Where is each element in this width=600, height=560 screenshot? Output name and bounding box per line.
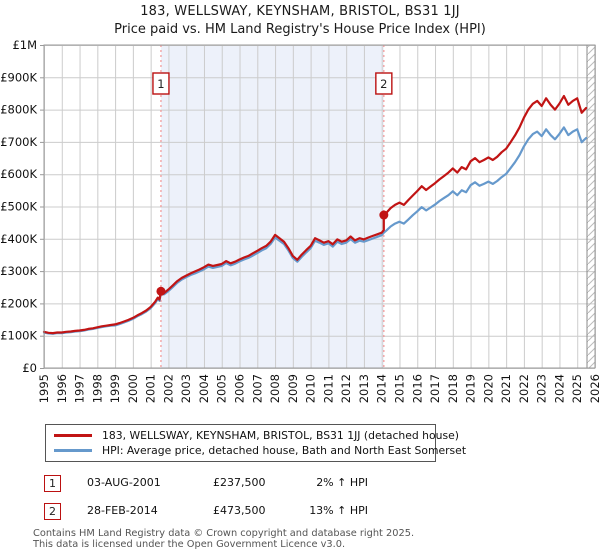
x-axis-label: 2006 [233,374,247,403]
x-axis-label: 2016 [410,374,424,403]
x-axis-label: 2021 [499,374,513,403]
gridlines [44,45,596,369]
sale-2-marker-box [375,72,393,95]
x-axis-label: 2023 [535,374,549,403]
property-line [42,94,588,335]
y-axis-label: £600K [0,167,37,181]
x-axis-label: 2022 [517,374,531,403]
page-subtitle: Price paid vs. HM Land Registry's House … [114,22,486,37]
footer-line-2: This data is licensed under the Open Gov… [33,539,346,550]
sale-1-point [156,286,166,296]
x-axis-label: 2011 [321,374,335,403]
x-axis-label: 2001 [144,374,158,403]
chart-legend: 183, WELLSWAY, KEYNSHAM, BRISTOL, BS31 1… [45,424,466,462]
x-axis-label: 2008 [268,374,282,403]
legend-label-property: 183, WELLSWAY, KEYNSHAM, BRISTOL, BS31 1… [102,428,459,442]
sale-2-point [379,210,389,220]
x-axis-label: 2005 [215,374,229,403]
x-axis-label: 2018 [446,374,460,403]
x-axis-label: 2025 [570,374,584,403]
price-chart: 1 2 £0 £100K £200K £300K £400K £500K £600K £700K £… [0,40,600,403]
legend-item-hpi: HPI: Average price, detached house, Bath… [46,443,466,458]
y-axis-label: £500K [0,200,37,214]
sale-2-marker-number: 2 [380,77,387,91]
sale-1-marker-number: 1 [157,77,164,91]
hpi-line-swatch [54,449,92,453]
y-axis-label: £800K [0,103,37,117]
y-axis-label: £0 [22,361,37,375]
x-axis-label: 2007 [250,374,264,403]
x-axis-label: 1996 [55,374,69,403]
sale-1-price: £237,500 [213,476,266,489]
sale-2-price: £473,500 [213,504,266,517]
x-axis-label: 2019 [464,374,478,403]
x-axis-label: 2015 [392,374,406,403]
x-axis-label: 2010 [304,374,318,403]
x-axis-label: 2009 [286,374,300,403]
page-title: 183, WELLSWAY, KEYNSHAM, BRISTOL, BS31 1… [140,4,460,19]
x-axis-label: 2003 [179,374,193,403]
sale-1-hpi-delta: 2% ↑ HPI [316,476,368,489]
sale-2-date: 28-FEB-2014 [87,504,158,517]
property-line-swatch [54,433,92,437]
y-axis-label: £200K [0,296,37,310]
y-axis-label: £300K [0,264,37,278]
x-axis-label: 1998 [90,374,104,403]
y-axis-label: £900K [0,70,37,84]
x-axis-label: 2026 [588,374,600,403]
x-axis-label: 1997 [73,374,87,403]
sale-1-marker-box [152,72,170,95]
x-axis-label: 2002 [161,374,175,403]
license-footer: Contains HM Land Registry data © Crown c… [33,528,593,550]
sale-row-1: 1 03-AUG-2001 £237,500 2% ↑ HPI [0,475,600,493]
y-axis-label: £1M [12,40,37,52]
sale-row-2: 2 28-FEB-2014 £473,500 13% ↑ HPI [0,503,600,521]
sale-1-badge: 1 [44,475,61,492]
x-axis-label: 2017 [428,374,442,403]
no-data-hatch-region [587,45,595,368]
legend-label-hpi: HPI: Average price, detached house, Bath… [102,444,467,458]
x-axis-label: 1995 [37,374,51,403]
x-axis-label: 2014 [375,374,389,403]
sale-1-date: 03-AUG-2001 [87,476,161,489]
x-axis-label: 2020 [481,374,495,403]
y-axis-label: £100K [0,329,37,343]
y-axis-label: £400K [0,232,37,246]
x-axis-label: 2013 [357,374,371,403]
legend-item-property: 183, WELLSWAY, KEYNSHAM, BRISTOL, BS31 1… [46,428,459,443]
x-axis-label: 2012 [339,374,353,403]
x-axis-label: 2004 [197,374,211,403]
sale-2-hpi-delta: 13% ↑ HPI [309,504,368,517]
sale-2-badge: 2 [44,503,61,520]
x-axis-label: 1999 [108,374,122,403]
y-axis-label: £700K [0,135,37,149]
footer-line-1: Contains HM Land Registry data © Crown c… [33,528,415,539]
x-axis-label: 2024 [552,374,566,403]
x-axis-label: 2000 [126,374,140,403]
